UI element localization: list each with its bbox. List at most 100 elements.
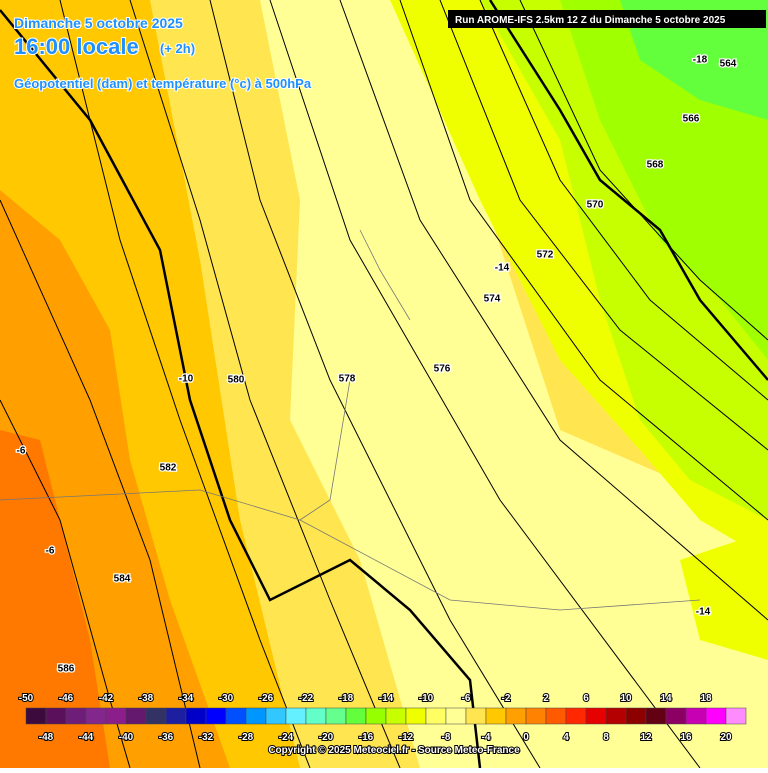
legend-label: -2 (502, 693, 511, 704)
coast-line (488, 0, 768, 381)
legend-swatch (265, 707, 287, 725)
legend-label: -16 (359, 732, 374, 743)
legend-swatch (205, 707, 227, 725)
contour-line (339, 0, 768, 621)
contour-label: 564 (720, 59, 737, 70)
legend-swatch (245, 707, 267, 725)
legend-swatch (165, 707, 187, 725)
contour-label: 568 (647, 160, 664, 171)
contour-label: 584 (114, 574, 131, 585)
contour-line (209, 0, 541, 769)
legend-label: 8 (603, 732, 609, 743)
legend-swatch (725, 707, 747, 725)
temperature-label: -10 (179, 374, 194, 385)
legend-label: -40 (119, 732, 134, 743)
legend-label: 12 (640, 732, 652, 743)
legend-label: 0 (523, 732, 529, 743)
legend-swatch (305, 707, 327, 725)
legend-label: 16 (680, 732, 692, 743)
time: 16:00 locale (14, 34, 139, 59)
legend-swatch (365, 707, 387, 725)
legend-label: -24 (279, 732, 294, 743)
temperature-label: -18 (693, 55, 708, 66)
legend-label: -8 (442, 732, 451, 743)
borders (0, 229, 701, 611)
legend: -50-48-46-44-42-40-38-36-34-32-30-28-26-… (18, 692, 747, 744)
legend-label: -34 (179, 693, 194, 704)
legend-swatch (625, 707, 647, 725)
green-band (620, 0, 768, 120)
legend-swatch (605, 707, 627, 725)
legend-label: -30 (219, 693, 234, 704)
legend-label: 10 (620, 693, 632, 704)
legend-label: -18 (339, 693, 354, 704)
legend-label: -38 (139, 693, 154, 704)
legend-label: -36 (159, 732, 174, 743)
offset: (+ 2h) (160, 41, 195, 56)
legend-swatch (705, 707, 727, 725)
legend-label: -28 (239, 732, 254, 743)
date: Dimanche 5 octobre 2025 (14, 15, 183, 31)
legend-swatch (85, 707, 107, 725)
legend-swatch (325, 707, 347, 725)
legend-swatch (145, 707, 167, 725)
legend-swatch (685, 707, 707, 725)
orange-corner (0, 0, 40, 60)
legend-label: -14 (379, 693, 394, 704)
legend-label: 14 (660, 693, 672, 704)
legend-swatch (285, 707, 307, 725)
contour-line (479, 0, 768, 401)
legend-swatch (65, 707, 87, 725)
legend-label: -10 (419, 693, 434, 704)
legend-label: -50 (19, 693, 34, 704)
legend-swatch (585, 707, 607, 725)
temperature-label: -6 (46, 546, 55, 557)
contour-line (0, 399, 131, 769)
legend-swatch (565, 707, 587, 725)
temperature-label: -14 (696, 607, 711, 618)
legend-label: -6 (462, 693, 471, 704)
temperature-labels: -18 -14 -10 -6 -6 -14 (15, 53, 712, 619)
legend-swatch (545, 707, 567, 725)
legend-label: -48 (39, 732, 54, 743)
contour-label: 570 (587, 200, 604, 211)
yellow-patch (680, 540, 768, 660)
legend-label: -20 (319, 732, 334, 743)
legend-swatch (665, 707, 687, 725)
contour-labels: 564 566 568 570 572 574 576 578 580 582 … (56, 57, 738, 676)
legend-label: -22 (299, 693, 314, 704)
coast-line (0, 9, 482, 769)
contour-line (439, 0, 768, 451)
legend-swatch (45, 707, 67, 725)
legend-swatch (425, 707, 447, 725)
contour-label: 580 (228, 375, 245, 386)
legend-label: 6 (583, 693, 589, 704)
border-line (0, 229, 701, 611)
legend-swatch (385, 707, 407, 725)
contour-label: 586 (58, 664, 75, 675)
contour-line (399, 0, 768, 521)
contour-label: 582 (160, 463, 177, 474)
contour-label: 578 (339, 374, 356, 385)
legend-swatch (25, 707, 47, 725)
contour-label: 566 (683, 114, 700, 125)
legend-label: -26 (259, 693, 274, 704)
copyright: Copyright © 2025 Meteociel.fr - Source M… (268, 745, 520, 756)
legend-label: 2 (543, 693, 549, 704)
legend-label: -12 (399, 732, 414, 743)
legend-swatch (465, 707, 487, 725)
run-box (448, 10, 766, 28)
contour-line (519, 0, 768, 341)
legend-swatch (185, 707, 207, 725)
subtitle: Géopotentiel (dam) et température (°c) à… (14, 76, 312, 91)
contour-line (129, 0, 401, 769)
legend-label: -44 (79, 732, 94, 743)
temperature-label: -14 (495, 263, 510, 274)
legend-label: -42 (99, 693, 114, 704)
legend-label: 4 (563, 732, 569, 743)
legend-label: -4 (482, 732, 491, 743)
